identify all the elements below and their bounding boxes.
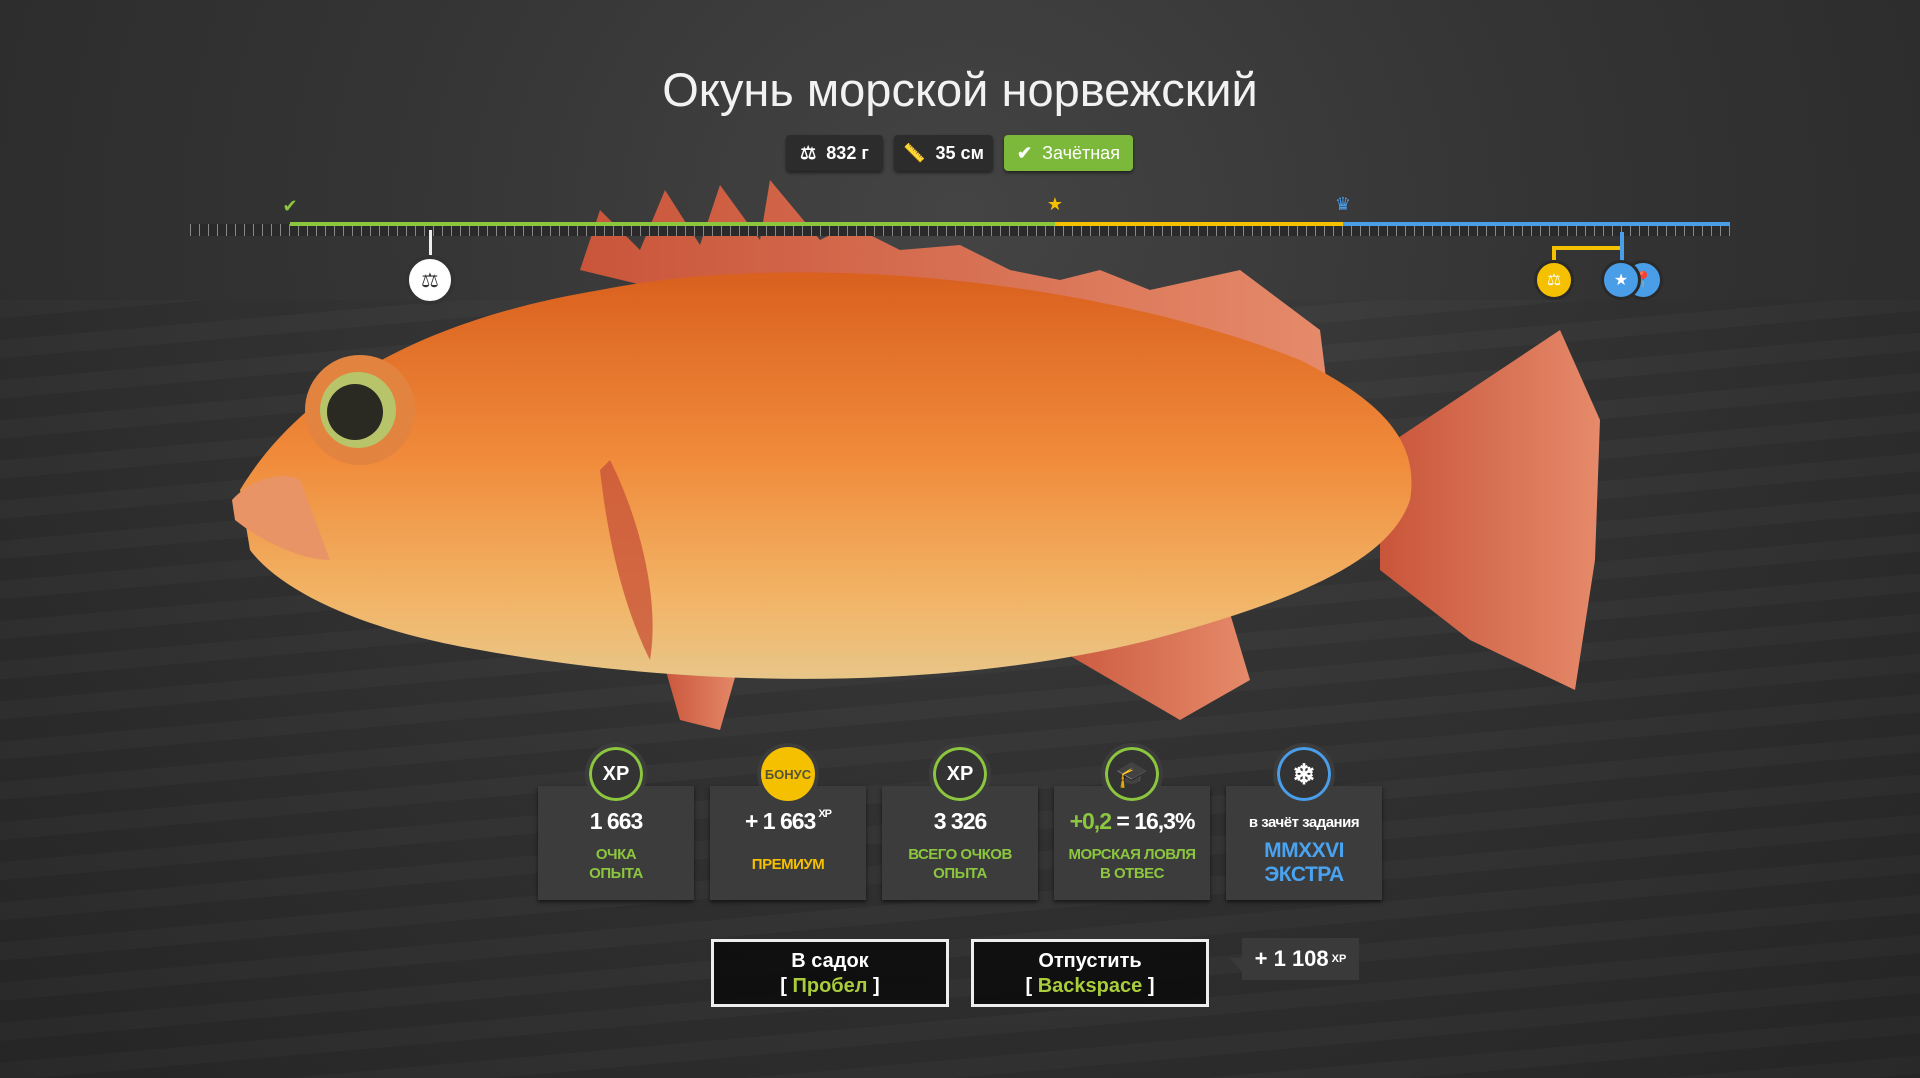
ruler-blue-segment [1343,222,1730,226]
weight-badge: ⚖ 832 г [786,135,883,171]
release-button[interactable]: Отпустить [ Backspace ] [971,939,1209,1007]
xp-icon: XP [929,743,991,805]
weight-marker: ⚖ [405,255,455,305]
xp-icon: XP [585,743,647,805]
release-xp-tag: + 1 108 XP [1230,938,1359,980]
total-xp-card: 3 326 ВСЕГО ОЧКОВ ОПЫТА [882,786,1038,900]
xp-card: 1 663 ОЧКА ОПЫТА [538,786,694,900]
check-icon: ✔ [282,196,298,216]
ruler-green-segment [290,222,1055,226]
record-connector-blue [1620,232,1624,262]
bonus-icon: БОНУС [757,743,819,805]
crown-icon: ♛ [1334,194,1352,214]
star-icon: ★ [1046,194,1064,214]
weight-marker-line [429,230,432,256]
ruler-icon: 📏 [903,142,926,163]
size-ruler [190,224,1730,236]
quest-card: в зачёт задания MMXXVI ЭКСТРА [1226,786,1382,900]
keep-button[interactable]: В садок [ Пробел ] [711,939,949,1007]
snowflake-icon: ❄ [1273,743,1335,805]
status-badge: ✔ Зачётная [1004,135,1133,171]
graduation-cap-icon: 🎓 [1101,743,1163,805]
premium-bonus-card: + 1 663 XP ПРЕМИУМ [710,786,866,900]
fish-title: Окунь морской норвежский [662,63,1258,116]
weight-icon: ⚖ [421,269,439,292]
length-badge: 📏 35 см [894,135,993,171]
weight-icon: ⚖ [800,142,817,163]
record-connector [1552,246,1620,260]
check-icon: ✔ [1017,142,1033,163]
calendar-star-icon[interactable]: ★ [1601,260,1641,300]
ruler-yellow-segment [1055,222,1343,226]
calendar-weight-icon[interactable]: ⚖ [1534,260,1574,300]
skill-card: +0,2 = 16,3% МОРСКАЯ ЛОВЛЯ В ОТВЕС [1054,786,1210,900]
